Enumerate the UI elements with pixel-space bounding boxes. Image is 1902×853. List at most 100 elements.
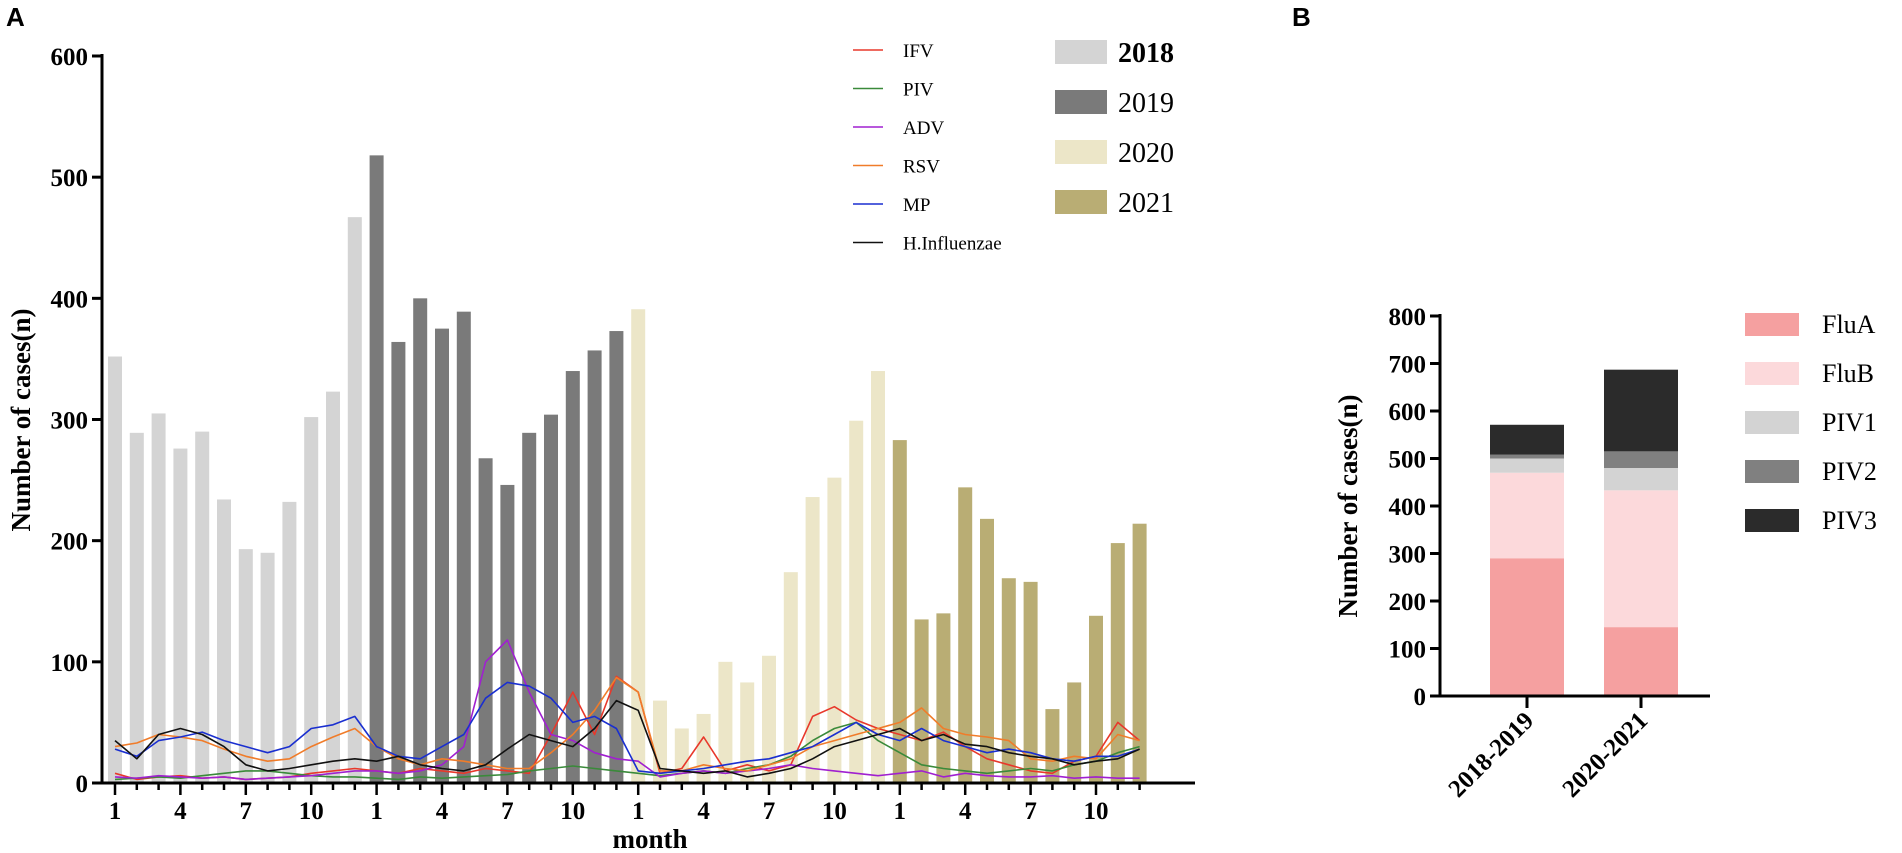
legend-bar-label: 2020 — [1118, 138, 1174, 169]
bar-2018-9 — [282, 501, 297, 783]
x-axis-label: month — [612, 824, 687, 853]
stack-PIV2-2018-2019 — [1490, 454, 1564, 459]
bar-2020-11 — [849, 420, 864, 783]
y-tick-label: 200 — [1389, 589, 1427, 616]
bar-2019-8 — [522, 432, 537, 783]
bar-2018-1 — [108, 356, 122, 783]
x-tick-label: 7 — [763, 798, 776, 825]
x-tick-label: 2020-2021 — [1558, 707, 1654, 803]
legend-swatch — [1745, 313, 1799, 336]
y-tick-label: 500 — [1389, 447, 1427, 474]
panel-b-letter: B — [1292, 2, 1311, 32]
bar-2020-8 — [783, 572, 798, 783]
y-tick-label: 400 — [51, 286, 89, 313]
legend-line-label: ADV — [903, 118, 944, 139]
bar-2018-8 — [260, 552, 275, 783]
legend-line-label: PIV — [903, 80, 934, 101]
y-tick-label: 400 — [1389, 494, 1427, 521]
bar-2018-4 — [173, 448, 188, 783]
bar-2021-2 — [914, 619, 929, 783]
x-tick-label: 1 — [632, 798, 645, 825]
legend-line-label: IFV — [903, 41, 934, 62]
bar-2019-4 — [435, 328, 449, 783]
x-tick-label: 2018-2019 — [1444, 707, 1540, 803]
chart-a: 0 100 200 300 400 500 600 1 4 7 10 1 4 7 10 1 4 7 10 1 4 7 10 m… — [6, 38, 1195, 853]
bar-2021-11 — [1110, 543, 1125, 783]
y-axis-label: Number of cases(n) — [6, 309, 36, 532]
x-tick-label: 7 — [240, 798, 253, 825]
bar-2021-10 — [1089, 615, 1103, 783]
line-h-influenzae — [114, 699, 1140, 778]
x-tick-label: 4 — [174, 798, 187, 825]
bar-2018-7 — [238, 549, 253, 783]
legend-bar-label: 2019 — [1118, 88, 1174, 119]
legend-line-label: RSV — [903, 157, 940, 178]
y-tick-label: 300 — [1389, 542, 1427, 569]
bar-2021-9 — [1067, 682, 1082, 783]
stack-PIV1-2020-2021 — [1604, 468, 1678, 491]
bar-2021-6 — [1001, 578, 1016, 783]
y-tick-label: 700 — [1389, 352, 1427, 379]
stack-PIV3-2020-2021 — [1604, 369, 1678, 452]
line-adv — [114, 639, 1140, 781]
bar-2021-12 — [1132, 523, 1147, 783]
bar-2019-6 — [478, 458, 493, 783]
y-tick-label: 600 — [51, 44, 89, 71]
x-tick-label: 4 — [697, 798, 710, 825]
bar-2020-12 — [871, 371, 885, 783]
y-axis-label: Number of cases(n) — [1333, 395, 1363, 618]
bar-2018-5 — [195, 431, 210, 783]
bar-2020-7 — [762, 655, 776, 783]
y-tick-label: 0 — [1414, 684, 1427, 711]
bar-2018-11 — [326, 391, 340, 783]
legend-bar-label: 2021 — [1118, 188, 1174, 219]
line-mp — [114, 681, 1140, 775]
stack-PIV2-2020-2021 — [1604, 451, 1678, 468]
x-tick-label: 10 — [299, 798, 324, 825]
bar-2019-9 — [544, 414, 558, 783]
bar-2021-3 — [936, 613, 951, 783]
bar-2019-3 — [413, 298, 428, 783]
bar-2018-3 — [151, 413, 166, 783]
bar-2021-7 — [1023, 581, 1038, 783]
x-tick-label: 4 — [436, 798, 449, 825]
bar-2018-12 — [347, 217, 362, 783]
x-tick-label: 1 — [109, 798, 122, 825]
bar-2018-2 — [129, 432, 144, 783]
legend-bar-swatch — [1055, 90, 1107, 114]
bar-2018-6 — [217, 499, 231, 783]
legend-swatch — [1745, 460, 1799, 483]
x-tick-label: 7 — [1024, 798, 1037, 825]
y-tick-label: 0 — [76, 771, 89, 798]
x-tick-label: 1 — [894, 798, 907, 825]
legend-bar-swatch — [1055, 140, 1107, 164]
stack-PIV3-2018-2019 — [1490, 424, 1564, 455]
legend-label: FluA — [1822, 310, 1876, 339]
x-tick-label: 7 — [501, 798, 514, 825]
panel-a-letter: A — [6, 2, 25, 32]
x-tick-label: 10 — [1084, 798, 1109, 825]
x-tick-label: 1 — [370, 798, 383, 825]
legend-bar-swatch — [1055, 190, 1107, 214]
line-piv — [114, 721, 1140, 781]
legend-line-label: MP — [903, 195, 930, 216]
bar-2019-10 — [565, 371, 580, 783]
y-tick-label: 200 — [51, 529, 89, 556]
legend-label: PIV2 — [1822, 457, 1877, 486]
x-tick-label: 10 — [560, 798, 585, 825]
legend-label: FluB — [1822, 359, 1874, 388]
y-tick-label: 100 — [1389, 637, 1427, 664]
y-tick-label: 100 — [51, 650, 89, 677]
bar-2019-12 — [609, 331, 624, 783]
legend-bar-swatch — [1055, 40, 1107, 64]
legend-bar-label: 2018 — [1118, 38, 1174, 69]
bar-2020-9 — [805, 497, 820, 783]
legend-label: PIV1 — [1822, 408, 1877, 437]
bar-2020-10 — [827, 477, 842, 783]
y-tick-label: 300 — [51, 408, 89, 435]
bar-2019-2 — [391, 341, 406, 783]
stack-FluA-2018-2019 — [1490, 558, 1564, 696]
bar-2020-5 — [718, 661, 733, 783]
bar-2019-1 — [369, 155, 384, 783]
